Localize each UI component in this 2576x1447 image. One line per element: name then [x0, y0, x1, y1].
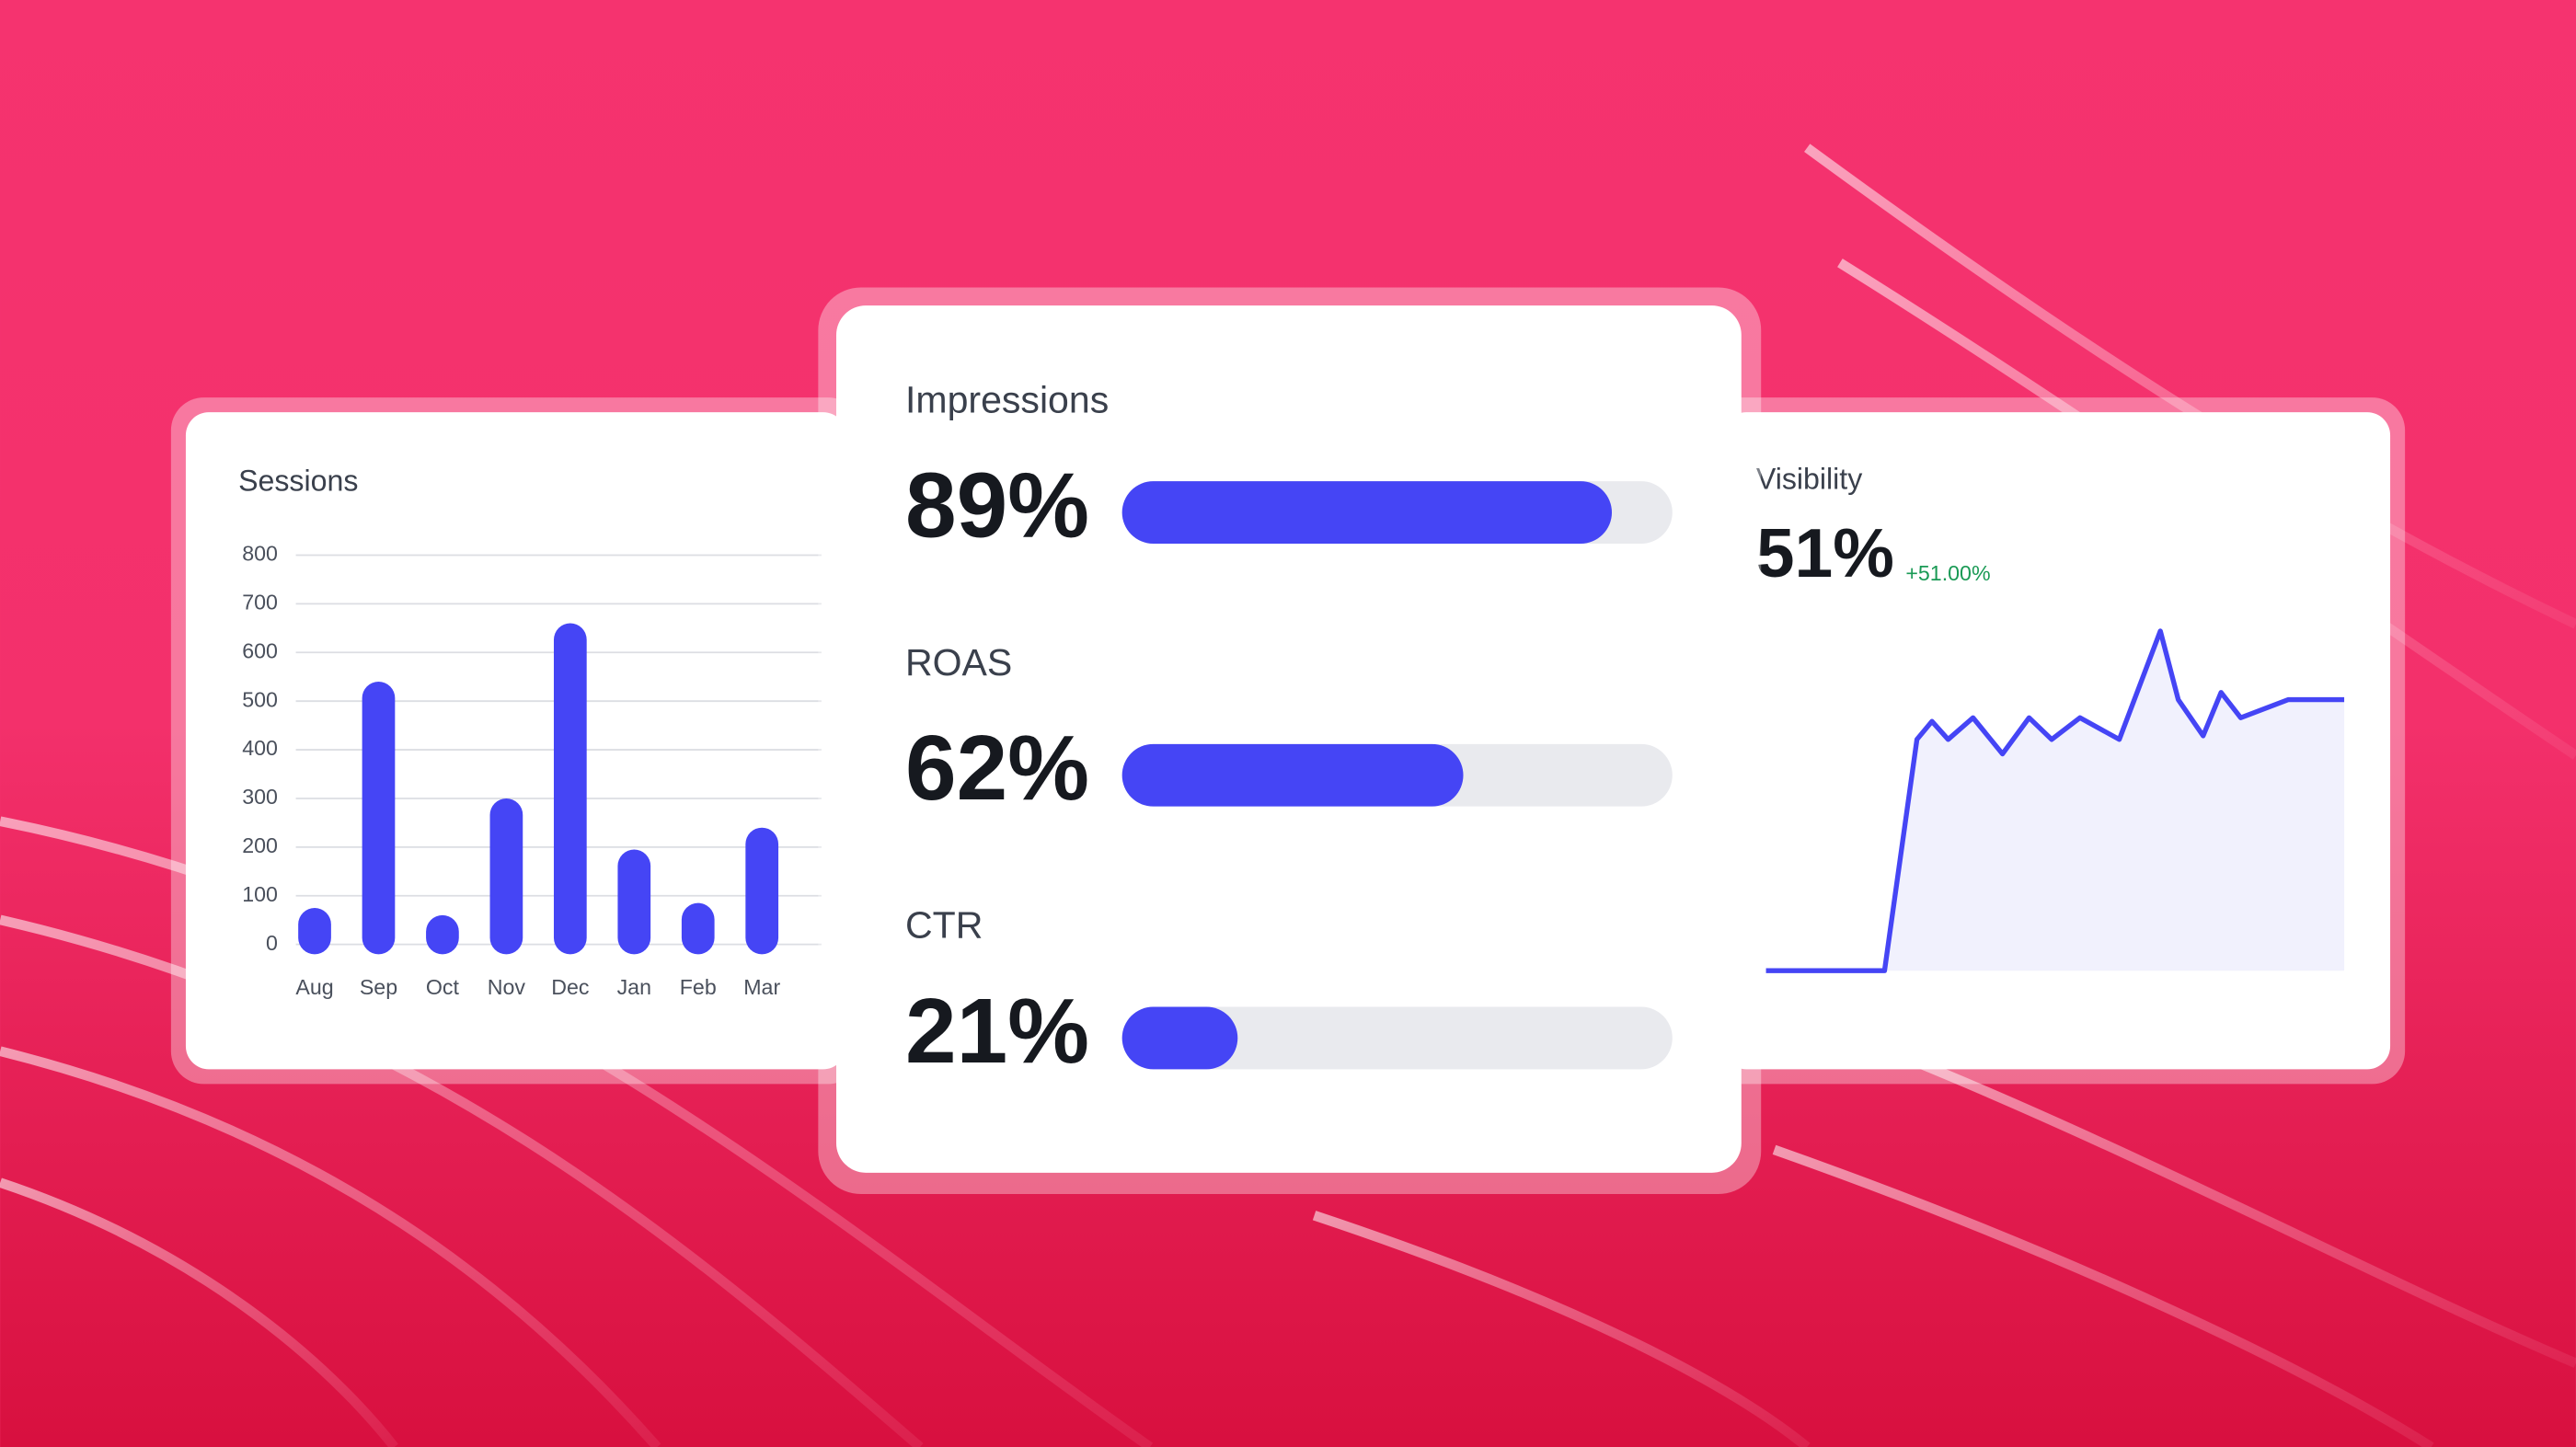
x-tick-label: Dec [551, 975, 589, 999]
y-tick-label: 200 [242, 833, 278, 857]
metric-value: 62% [905, 717, 1089, 820]
x-tick-label: Oct [426, 975, 460, 999]
metric-label: Impressions [905, 378, 1109, 420]
bar [553, 623, 587, 955]
card-title: Sessions [238, 464, 358, 497]
visibility-card: Visibility 51% +51.00% [1708, 397, 2406, 1085]
bar [489, 798, 523, 955]
progress-track [1121, 1006, 1673, 1070]
x-tick-label: Feb [680, 975, 717, 999]
card-body [185, 412, 846, 1070]
bar [426, 914, 459, 955]
card-title: Visibility [1756, 463, 1862, 496]
area-fill [1765, 630, 2345, 971]
bar [362, 682, 396, 955]
x-tick-label: Jan [617, 975, 651, 999]
progress-fill [1121, 481, 1613, 544]
metric-value: 21% [905, 980, 1089, 1083]
progress-card: Impressions 89% ROAS 62% CTR 21% [818, 287, 1762, 1195]
x-tick-label: Sep [360, 975, 397, 999]
y-tick-label: 500 [242, 687, 278, 711]
y-tick-label: 600 [242, 638, 278, 662]
metric-value: 89% [905, 454, 1089, 557]
y-tick-label: 100 [242, 882, 278, 906]
y-tick-label: 400 [242, 736, 278, 760]
progress-fill [1121, 1006, 1238, 1070]
x-tick-label: Mar [743, 975, 780, 999]
sessions-card: Sessions 0 100 200 300 400 500 600 700 800 Aug Sep… [170, 397, 861, 1085]
bar [745, 827, 779, 955]
bar [681, 902, 715, 955]
y-tick-label: 700 [242, 591, 278, 614]
bar [298, 907, 331, 955]
line [1765, 628, 2345, 973]
y-tick-label: 800 [242, 542, 278, 566]
x-tick-label: Aug [295, 975, 333, 999]
x-tick-label: Nov [488, 975, 526, 999]
bar [617, 849, 651, 955]
kpi-change: +51.00% [1905, 561, 1990, 585]
metric-label: CTR [905, 904, 983, 947]
y-tick-label: 300 [242, 785, 278, 809]
kpi-value: 51% [1756, 514, 1894, 591]
y-tick-label: 0 [266, 931, 278, 955]
progress-fill [1121, 743, 1464, 807]
metric-label: ROAS [905, 641, 1012, 683]
